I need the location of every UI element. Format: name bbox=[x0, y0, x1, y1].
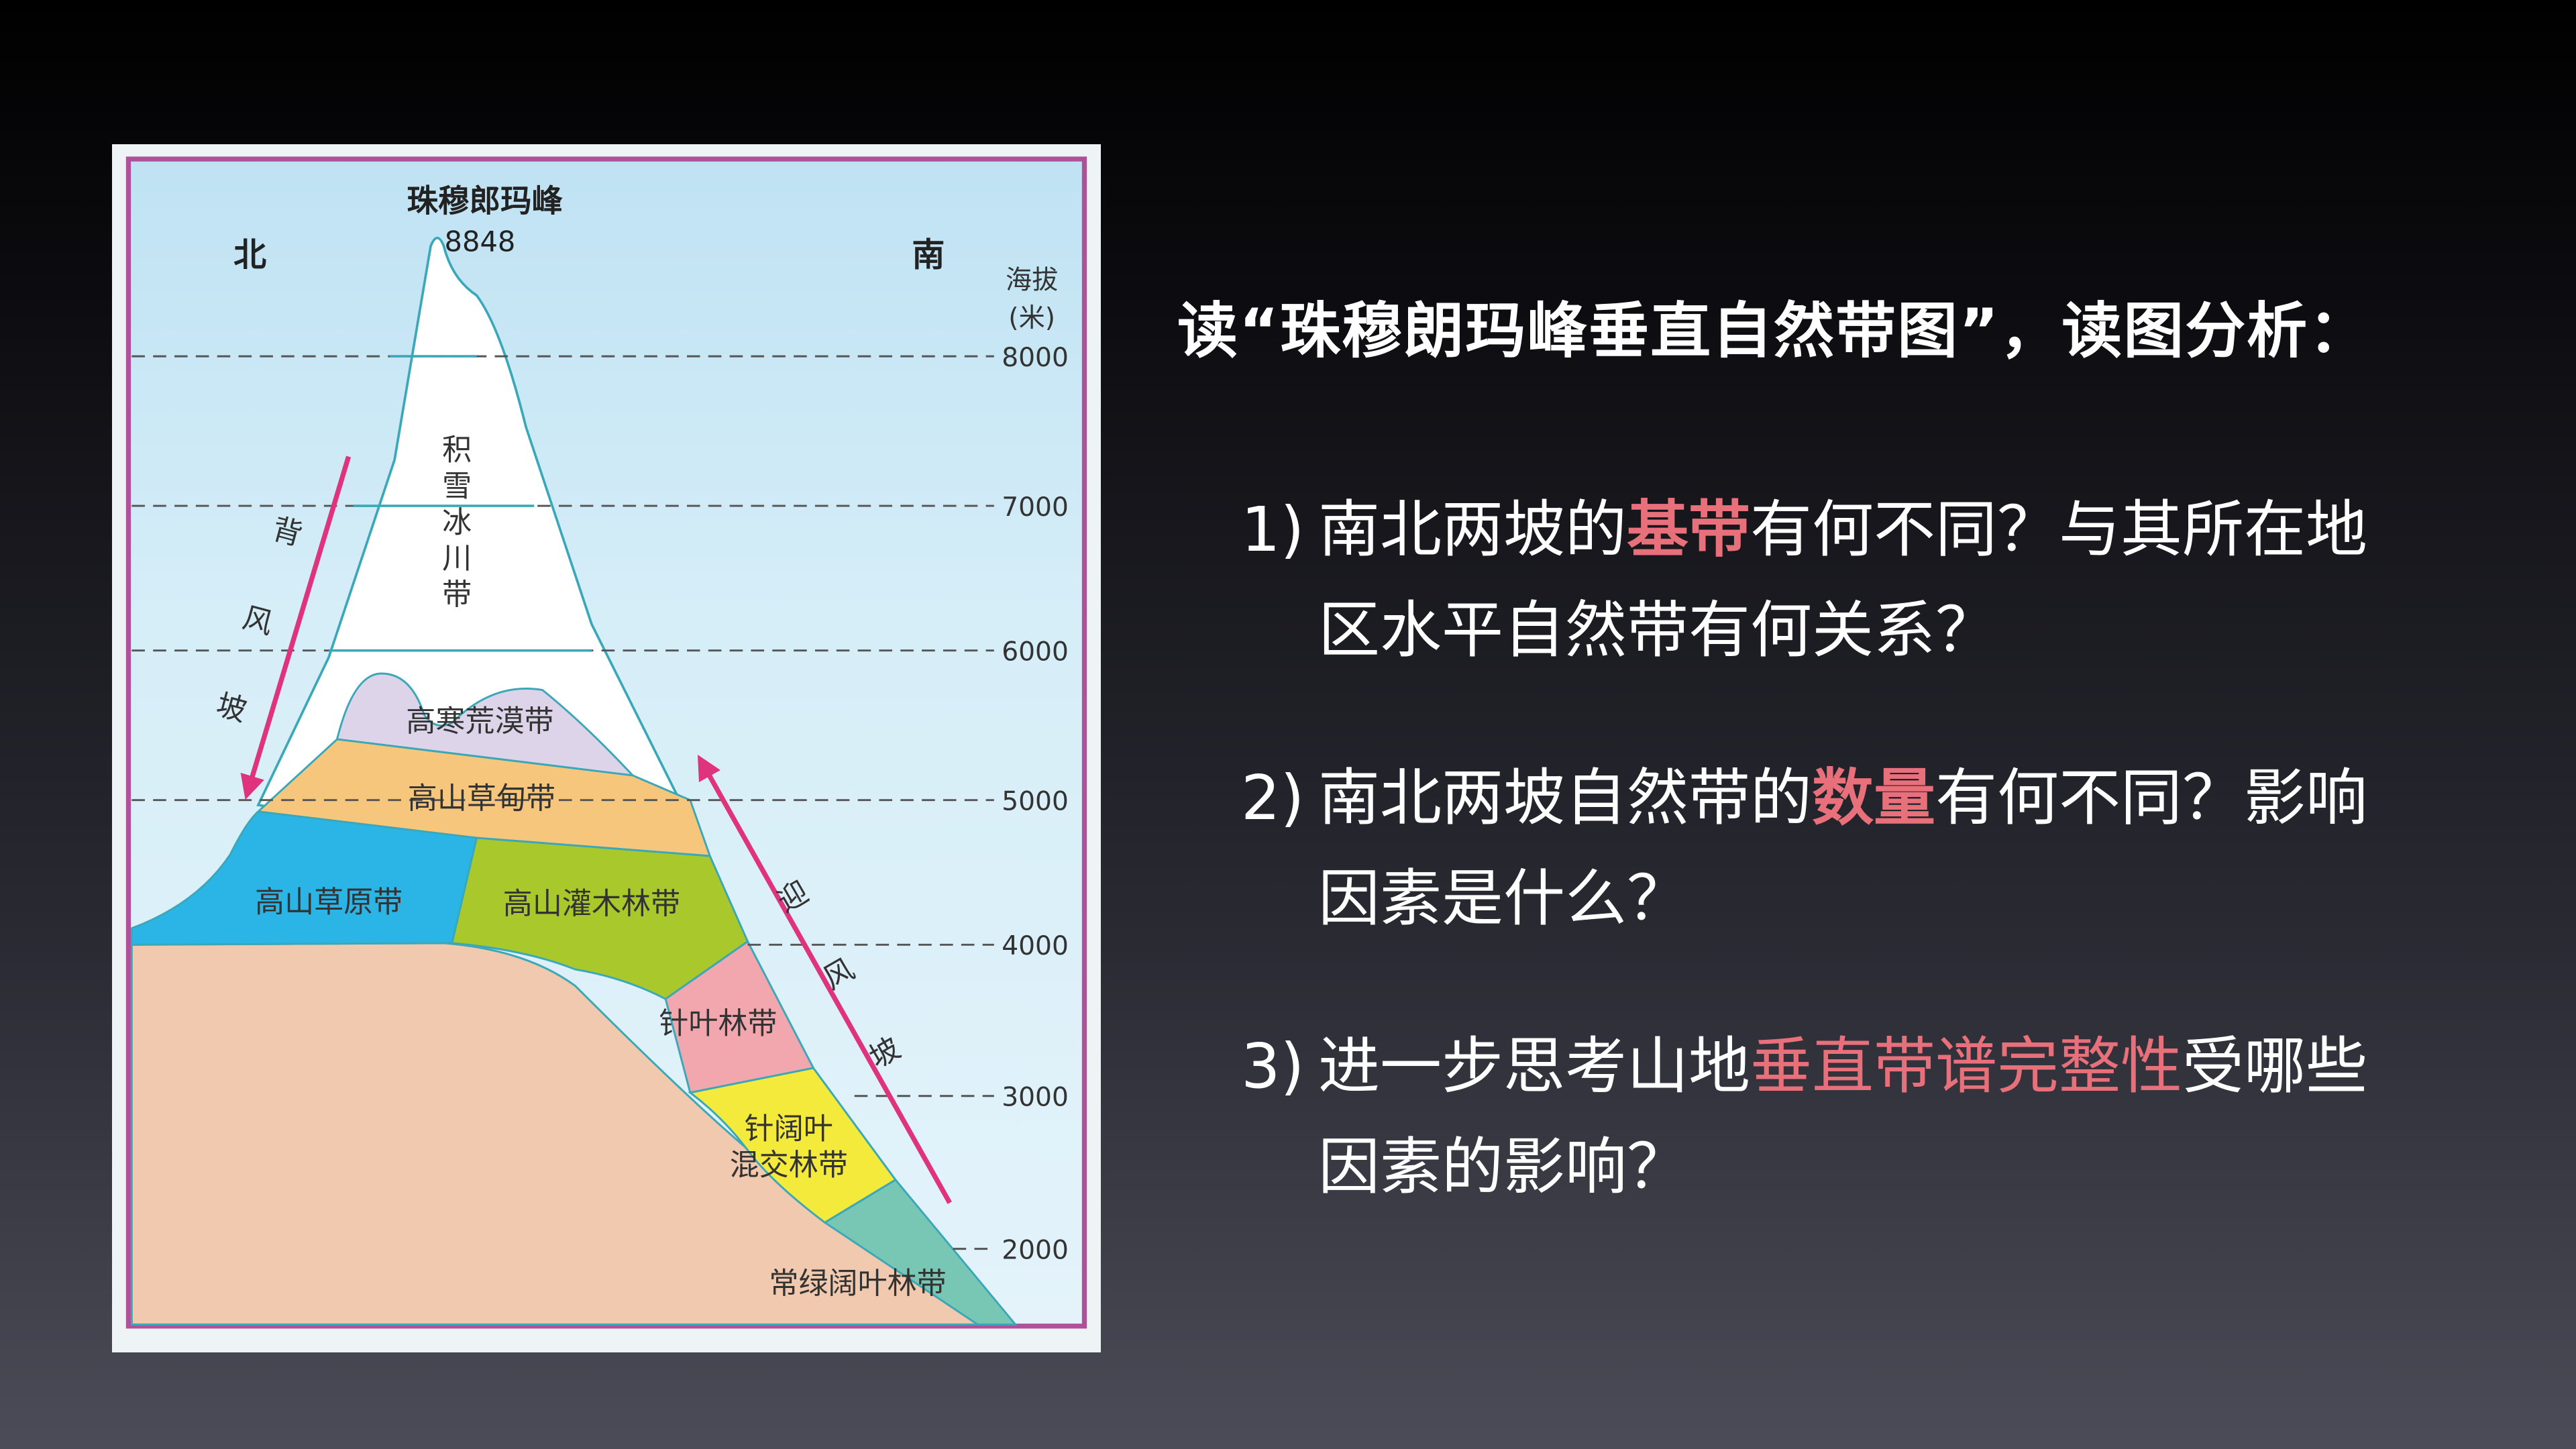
question-text: 南北两坡自然带的 bbox=[1318, 762, 1813, 834]
zone-label: 高山灌木林带 bbox=[503, 887, 680, 921]
tick-label: 8000 bbox=[1002, 343, 1069, 373]
zone-label: 针叶林带 bbox=[659, 1007, 777, 1041]
zone-label: 积 bbox=[442, 433, 472, 467]
mount-everest-vertical-zone-diagram: 8000 7000 6000 5000 4000 3000 2000 海拔 (米… bbox=[112, 144, 1101, 1352]
zone-label: 常绿阔叶林带 bbox=[769, 1267, 946, 1301]
question-number: 1) bbox=[1241, 494, 1305, 566]
leeward-arrow bbox=[240, 455, 352, 800]
zone-label: 雪 bbox=[442, 469, 472, 503]
tick-label: 3000 bbox=[1002, 1082, 1069, 1112]
tick-label: 6000 bbox=[1002, 637, 1069, 667]
zone-label: 带 bbox=[442, 578, 472, 612]
question-highlight: 数量 bbox=[1812, 762, 1936, 834]
zone-label: 冰 bbox=[442, 505, 472, 539]
zone-label: 高山草原带 bbox=[255, 885, 402, 919]
peak-name: 珠穆郎玛峰 bbox=[407, 182, 564, 219]
question-highlight: 基带 bbox=[1627, 494, 1751, 566]
slide-title: 读“珠穆朗玛峰垂直自然带图”，读图分析： bbox=[1177, 296, 2371, 366]
zone-label: 高山草甸带 bbox=[408, 782, 555, 816]
question-text: 有何不同？影响 bbox=[1935, 762, 2368, 834]
question-text-line2: 区水平自然带有何关系？ bbox=[1318, 594, 1998, 666]
tick-label: 4000 bbox=[1002, 931, 1069, 961]
question-text-line2: 因素的影响？ bbox=[1318, 1131, 1689, 1203]
zone-label: 针阔叶 bbox=[745, 1112, 833, 1146]
windward-arrow bbox=[697, 755, 952, 1204]
zone-label: 混交林带 bbox=[730, 1148, 848, 1182]
south-label: 南 bbox=[912, 235, 945, 274]
north-label: 北 bbox=[233, 235, 266, 274]
zone-label: 高寒荒漠带 bbox=[406, 704, 553, 739]
question-text: 有何不同？与其所在地 bbox=[1750, 494, 2368, 566]
tick-label: 5000 bbox=[1002, 786, 1069, 816]
question-2: 2) 南北两坡自然带的数量有何不同？影响 因素是什么？ bbox=[1241, 748, 2367, 949]
question-number: 2) bbox=[1241, 762, 1305, 834]
question-number: 3) bbox=[1241, 1030, 1305, 1102]
question-1: 1) 南北两坡的基带有何不同？与其所在地 区水平自然带有何关系？ bbox=[1241, 480, 2367, 681]
question-text-line2: 因素是什么？ bbox=[1318, 863, 1689, 934]
question-text: 进一步思考山地 bbox=[1318, 1030, 1751, 1102]
axis-unit: (米) bbox=[1008, 303, 1055, 333]
alpine-desert-zone bbox=[335, 672, 636, 777]
alpine-shrub-zone bbox=[451, 837, 749, 1000]
evergreen-broadleaf-zone bbox=[822, 1178, 1018, 1326]
tick-label: 2000 bbox=[1002, 1235, 1069, 1265]
peak-height: 8848 bbox=[445, 225, 516, 258]
zone-label: 川 bbox=[442, 541, 472, 576]
question-text: 南北两坡的 bbox=[1318, 494, 1627, 566]
alpine-steppe-zone bbox=[130, 810, 478, 946]
mixed-forest-zone bbox=[688, 1067, 898, 1224]
question-3: 3) 进一步思考山地垂直带谱完整性受哪些 因素的影响？ bbox=[1241, 1016, 2367, 1218]
axis-label: 海拔 bbox=[1006, 266, 1058, 296]
tick-label: 7000 bbox=[1002, 492, 1069, 523]
question-text: 受哪些 bbox=[2182, 1030, 2368, 1102]
question-highlight: 垂直带谱完整性 bbox=[1750, 1030, 2183, 1102]
